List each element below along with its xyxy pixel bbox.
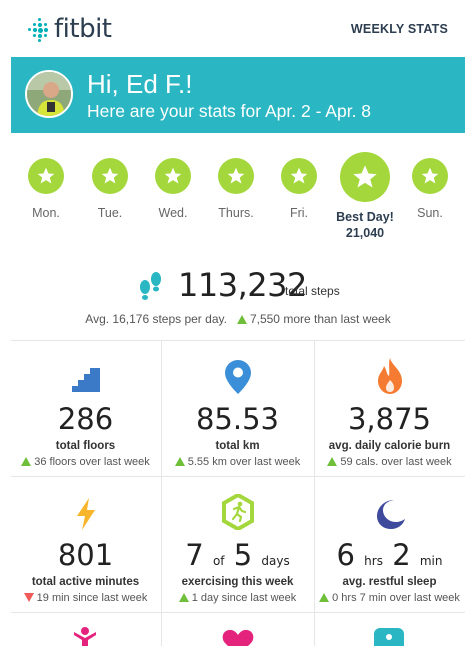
steps-summary: Avg. 16,176 steps per day. 7,550 more th… — [0, 312, 476, 326]
exercise-days-comparison: 1 day since last week — [162, 592, 313, 604]
header: fitbit WEEKLY STATS — [0, 0, 476, 56]
scale-icon — [374, 628, 404, 646]
trend-up-icon — [174, 457, 185, 466]
runner-badge-icon — [162, 490, 313, 530]
avg-steps-text: Avg. 16,176 steps per day. — [85, 312, 227, 326]
stat-distance[interactable]: 85.53 total km 5.55 km over last week — [162, 354, 313, 468]
stairs-icon — [10, 354, 161, 394]
exercise-days-value: 7 of 5 days — [185, 538, 290, 572]
location-pin-icon — [162, 354, 313, 394]
day-thurs[interactable]: Thurs. — [212, 158, 260, 220]
distance-label: total km — [215, 440, 260, 452]
calories-label: avg. daily calorie burn — [328, 440, 451, 452]
star-icon — [412, 158, 448, 194]
hourly-activity-icon — [72, 626, 98, 646]
date-range-text: Here are your stats for Apr. 2 - Apr. 8 — [87, 101, 372, 121]
day-sun[interactable]: Sun. — [406, 158, 454, 220]
day-label: Wed. — [158, 206, 188, 220]
trend-up-icon — [236, 315, 247, 324]
active-minutes-label: total active minutes — [31, 576, 140, 588]
distance-value: 85.53 — [195, 402, 280, 436]
fitbit-logo[interactable]: fitbit — [28, 14, 112, 44]
grid-divider — [11, 340, 465, 341]
day-best[interactable]: Best Day! 21,040 — [330, 152, 400, 240]
active-minutes-comparison: 19 min since last week — [10, 592, 161, 604]
floors-value: 286 — [57, 402, 114, 436]
exercise-days-label: exercising this week — [181, 576, 294, 588]
star-icon — [281, 158, 317, 194]
fitbit-logo-text: fitbit — [54, 14, 112, 44]
trend-up-icon — [178, 593, 189, 602]
star-icon — [340, 152, 390, 202]
day-tue[interactable]: Tue. — [86, 158, 134, 220]
weekly-stats-link[interactable]: WEEKLY STATS — [350, 22, 448, 36]
floors-label: total floors — [55, 440, 116, 452]
daily-goal-stars: Mon. Tue. Wed. Thurs. Fri. Best Day! 21,… — [0, 152, 476, 252]
heart-icon — [222, 628, 254, 646]
fitbit-dots-icon — [28, 18, 50, 42]
sleep-comparison: 0 hrs 7 min over last week — [314, 592, 465, 604]
avatar — [25, 70, 73, 118]
day-label: Fri. — [289, 206, 309, 220]
trend-up-icon — [319, 593, 330, 602]
star-icon — [28, 158, 64, 194]
stat-calories[interactable]: 3,875 avg. daily calorie burn 59 cals. o… — [314, 354, 465, 468]
day-label: Tue. — [97, 206, 123, 220]
total-steps-unit: total steps — [285, 284, 340, 298]
distance-comparison: 5.55 km over last week — [162, 456, 313, 468]
calories-value: 3,875 — [347, 402, 432, 436]
grid-divider — [314, 340, 315, 646]
stat-floors[interactable]: 286 total floors 36 floors over last wee… — [10, 354, 161, 468]
calories-comparison: 59 cals. over last week — [314, 456, 465, 468]
day-label: Mon. — [32, 206, 60, 220]
trend-down-icon — [23, 593, 34, 602]
day-wed[interactable]: Wed. — [149, 158, 197, 220]
moon-icon — [314, 490, 465, 530]
steps-change-text: 7,550 more than last week — [249, 312, 391, 326]
total-steps-value: 113,232 — [178, 266, 307, 304]
footprints-icon — [136, 270, 166, 302]
sleep-value: 6 hrs 2 min — [336, 538, 443, 572]
greeting-text: Hi, Ed F.! — [87, 69, 193, 99]
best-day-label: Best Day! — [336, 210, 394, 224]
day-label: Sun. — [417, 206, 443, 220]
stat-exercise-days[interactable]: 7 of 5 days exercising this week 1 day s… — [162, 490, 313, 604]
star-icon — [155, 158, 191, 194]
trend-up-icon — [327, 457, 338, 466]
greeting-banner: Hi, Ed F.! Here are your stats for Apr. … — [11, 57, 465, 133]
stat-sleep[interactable]: 6 hrs 2 min avg. restful sleep 0 hrs 7 m… — [314, 490, 465, 604]
active-minutes-value: 801 — [57, 538, 114, 572]
lightning-icon — [10, 490, 161, 530]
sleep-label: avg. restful sleep — [342, 576, 437, 588]
day-mon[interactable]: Mon. — [22, 158, 70, 220]
star-icon — [218, 158, 254, 194]
flame-icon — [314, 354, 465, 394]
best-day-steps: 21,040 — [345, 226, 385, 240]
grid-divider — [11, 612, 465, 613]
trend-up-icon — [21, 457, 32, 466]
floors-comparison: 36 floors over last week — [10, 456, 161, 468]
grid-divider — [11, 476, 465, 477]
day-fri[interactable]: Fri. — [275, 158, 323, 220]
grid-divider — [161, 340, 162, 646]
stat-active-minutes[interactable]: 801 total active minutes 19 min since la… — [10, 490, 161, 604]
star-icon — [92, 158, 128, 194]
day-label: Thurs. — [218, 206, 254, 220]
